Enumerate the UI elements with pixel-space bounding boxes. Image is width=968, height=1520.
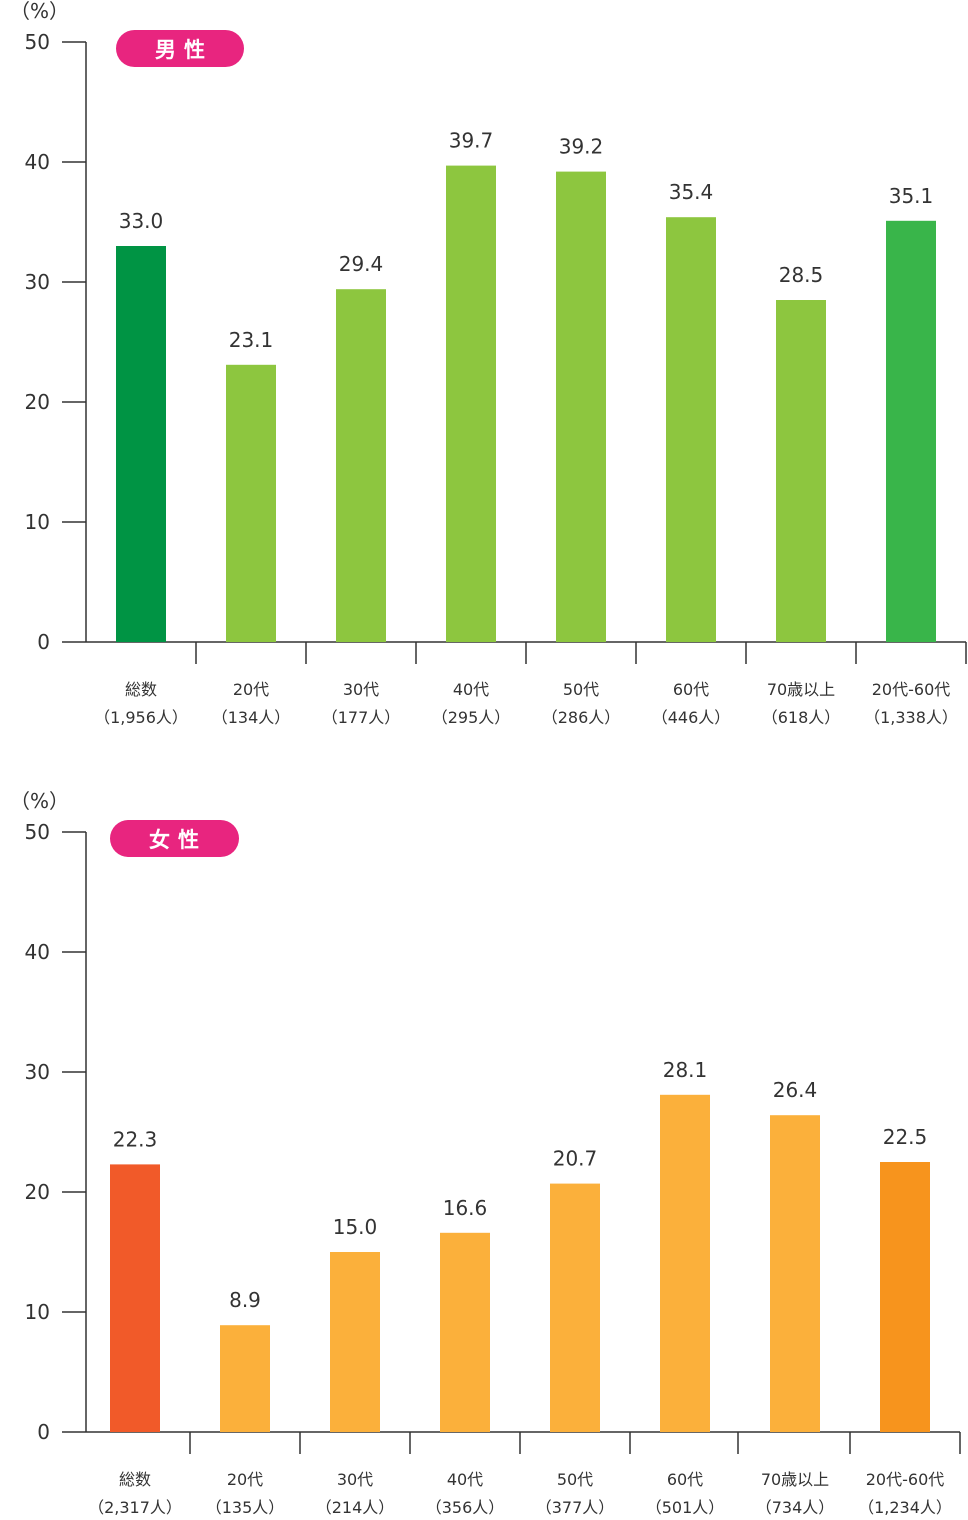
female-category-count: （734人）: [756, 1498, 835, 1517]
female-category-label: 60代: [667, 1470, 703, 1489]
female-bar: [220, 1325, 270, 1432]
female-badge-label: 女性: [149, 828, 207, 852]
male-y-tick-label: 30: [25, 270, 50, 294]
male-y-tick-label: 50: [25, 30, 50, 54]
female-category-label: 20代: [227, 1470, 263, 1489]
male-bar: [446, 165, 496, 642]
female-category-label: 70歳以上: [761, 1470, 829, 1489]
female-category-count: （135人）: [206, 1498, 285, 1517]
female-category-label: 30代: [337, 1470, 373, 1489]
male-category-label: 60代: [673, 680, 709, 699]
male-category-count: （177人）: [322, 708, 401, 727]
male-category-count: （295人）: [432, 708, 511, 727]
female-category-label: 40代: [447, 1470, 483, 1489]
male-bar-value-label: 28.5: [779, 263, 824, 287]
male-category-label: 30代: [343, 680, 379, 699]
female-bar: [550, 1183, 600, 1432]
female-category-count: （356人）: [426, 1498, 505, 1517]
male-bar-value-label: 29.4: [339, 252, 384, 276]
female-y-tick-label: 50: [25, 820, 50, 844]
male-bar-value-label: 35.4: [669, 180, 714, 204]
male-category-count: （1,338人）: [864, 708, 958, 727]
female-y-tick-label: 0: [37, 1420, 50, 1444]
female-category-count: （2,317人）: [88, 1498, 182, 1517]
male-bar: [556, 171, 606, 642]
male-bar: [666, 217, 716, 642]
female-category-label: 20代-60代: [866, 1470, 945, 1489]
male-y-tick-label: 0: [37, 630, 50, 654]
female-category-count: （214人）: [316, 1498, 395, 1517]
female-bar: [330, 1252, 380, 1432]
female-category-count: （501人）: [646, 1498, 725, 1517]
female-bar-value-label: 22.3: [113, 1127, 158, 1151]
female-unit-label: （%）: [10, 789, 69, 813]
male-bar: [226, 364, 276, 642]
male-bar-value-label: 23.1: [229, 328, 274, 352]
female-bar: [440, 1232, 490, 1432]
female-category-label: 50代: [557, 1470, 593, 1489]
female-bar: [660, 1094, 710, 1432]
female-bar-value-label: 15.0: [333, 1215, 378, 1239]
female-y-tick-label: 20: [25, 1180, 50, 1204]
female-bar: [880, 1162, 930, 1432]
female-y-tick-label: 10: [25, 1300, 50, 1324]
male-category-count: （134人）: [212, 708, 291, 727]
male-category-label: 70歳以上: [767, 680, 835, 699]
male-bar: [336, 289, 386, 642]
male-category-label: 50代: [563, 680, 599, 699]
male-bar-value-label: 39.2: [559, 135, 604, 159]
male-category-label: 20代: [233, 680, 269, 699]
male-bar: [776, 300, 826, 642]
male-bar-value-label: 39.7: [449, 129, 494, 153]
female-bar: [770, 1115, 820, 1432]
female-y-tick-label: 40: [25, 940, 50, 964]
female-category-label: 総数: [119, 1470, 151, 1489]
female-y-tick-label: 30: [25, 1060, 50, 1084]
male-category-count: （446人）: [652, 708, 731, 727]
female-bar-value-label: 20.7: [553, 1147, 598, 1171]
female-bar-value-label: 22.5: [883, 1125, 928, 1149]
male-category-label: 40代: [453, 680, 489, 699]
female-bar-value-label: 16.6: [443, 1196, 488, 1220]
male-category-label: 総数: [125, 680, 157, 699]
female-category-count: （377人）: [536, 1498, 615, 1517]
male-category-label: 20代-60代: [872, 680, 951, 699]
female-bar: [110, 1164, 160, 1432]
female-badge: [110, 820, 239, 857]
female-bar-value-label: 28.1: [663, 1058, 708, 1082]
male-y-tick-label: 20: [25, 390, 50, 414]
male-y-tick-label: 10: [25, 510, 50, 534]
male-y-tick-label: 40: [25, 150, 50, 174]
male-unit-label: （%）: [10, 0, 69, 23]
male-category-count: （1,956人）: [94, 708, 188, 727]
male-bar-value-label: 33.0: [119, 209, 164, 233]
male-badge: [116, 30, 244, 67]
male-badge-label: 男性: [155, 38, 213, 62]
male-bar: [116, 246, 166, 642]
male-bar-value-label: 35.1: [889, 184, 934, 208]
female-category-count: （1,234人）: [858, 1498, 952, 1517]
male-category-count: （286人）: [542, 708, 621, 727]
female-bar-value-label: 8.9: [229, 1288, 261, 1312]
male-bar: [886, 220, 936, 643]
male-category-count: （618人）: [762, 708, 841, 727]
female-bar-value-label: 26.4: [773, 1078, 818, 1102]
